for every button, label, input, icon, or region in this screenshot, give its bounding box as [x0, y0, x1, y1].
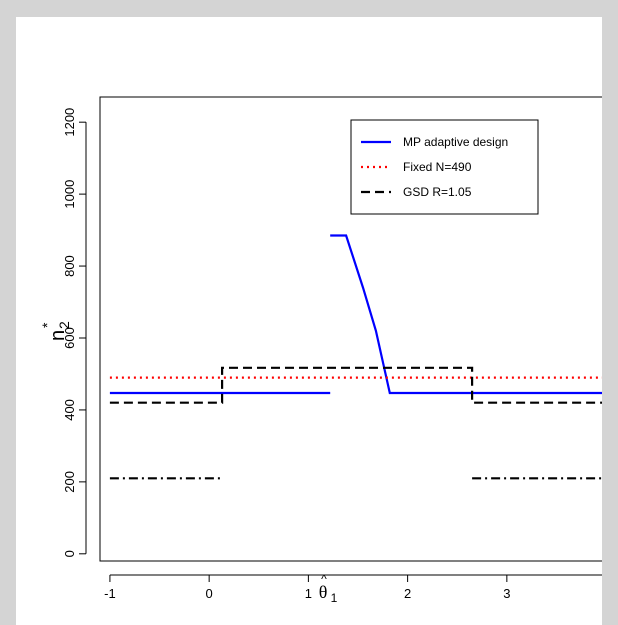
x-tick-label: 2 [404, 586, 411, 601]
legend-label: Fixed N=490 [403, 160, 472, 174]
y-tick-label: 800 [62, 255, 77, 277]
legend: MP adaptive design Fixed N=490 GSD R=1.05 [350, 119, 539, 215]
chart-svg: -101234020040060080010001200 MP adaptive… [39, 96, 602, 605]
y-tick-label: 600 [62, 327, 77, 349]
y-tick-label: 0 [62, 550, 77, 557]
x-axis-label: θ ^ 1 [319, 572, 338, 605]
x-axis-label-subscript: 1 [331, 591, 338, 605]
y-tick-label: 1000 [62, 180, 77, 209]
legend-label: GSD R=1.05 [403, 185, 472, 199]
plot-frame [99, 96, 602, 562]
y-tick-label: 1200 [62, 108, 77, 137]
legend-items: MP adaptive design Fixed N=490 GSD R=1.05 [361, 135, 508, 199]
y-tick-label: 200 [62, 471, 77, 493]
series-layer [109, 234, 602, 480]
x-tick-label: 1 [305, 586, 312, 601]
y-axis-label: n 2 * [39, 321, 72, 341]
x-axis-label-hat: ^ [321, 572, 327, 586]
series-line-2 [109, 366, 602, 404]
y-axis-label-subscript: 2 [56, 321, 72, 329]
legend-box [350, 119, 539, 215]
y-axis-label-n: n [47, 330, 69, 341]
y-axis-label-star: * [39, 322, 55, 328]
x-axis-label-theta: θ [319, 582, 328, 602]
y-tick-label: 400 [62, 399, 77, 421]
x-tick-label: -1 [104, 586, 116, 601]
axes: -101234020040060080010001200 [62, 108, 602, 601]
legend-label: MP adaptive design [403, 135, 508, 149]
x-tick-label: 3 [503, 586, 510, 601]
series-line-0 [330, 234, 602, 395]
x-tick-label: 0 [206, 586, 213, 601]
plot-panel: -101234020040060080010001200 MP adaptive… [16, 17, 602, 625]
